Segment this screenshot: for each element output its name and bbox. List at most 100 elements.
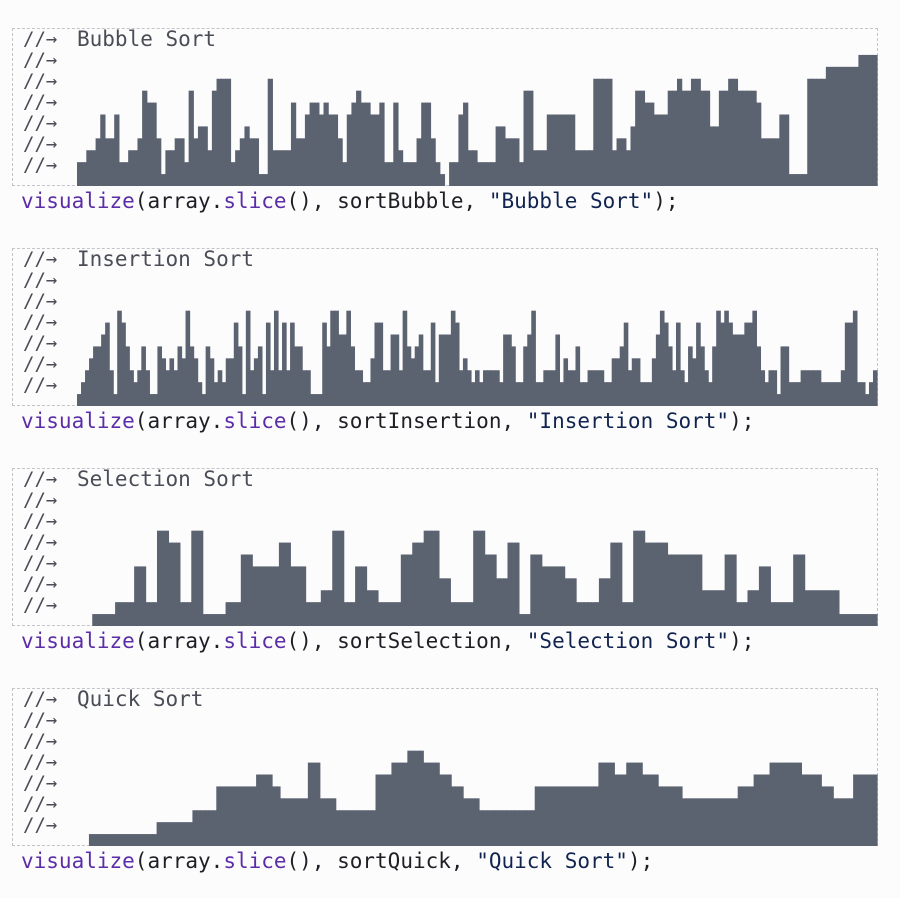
array-bar	[387, 774, 393, 846]
array-bar	[634, 762, 639, 846]
array-bar	[397, 150, 404, 186]
array-bar	[482, 810, 488, 846]
array-bar	[151, 102, 157, 186]
array-bar	[751, 590, 756, 626]
array-bar	[397, 602, 402, 626]
array-bar	[700, 90, 706, 186]
code-token: .	[210, 409, 224, 433]
array-bar	[193, 358, 199, 406]
gutter-marker: //→	[23, 49, 58, 71]
array-bar	[153, 394, 158, 406]
array-bar	[594, 786, 599, 846]
array-bar	[742, 90, 748, 186]
array-bar	[507, 334, 512, 406]
array-bar	[90, 150, 97, 186]
array-bar	[693, 798, 699, 846]
array-bar	[152, 834, 158, 846]
array-bar	[675, 322, 681, 406]
array-bar	[237, 346, 243, 406]
array-bar	[808, 590, 813, 626]
array-bar	[835, 66, 841, 186]
array-bar	[332, 114, 339, 186]
array-bar	[852, 310, 858, 406]
code-function-name: visualize	[21, 629, 135, 653]
array-bar	[355, 566, 360, 626]
array-bar	[112, 834, 118, 846]
array-bar	[837, 798, 842, 846]
array-bar	[383, 774, 389, 846]
array-bar	[765, 138, 771, 186]
array-bar	[290, 566, 295, 626]
array-bar	[105, 322, 110, 406]
array-bar	[328, 114, 334, 186]
array-bar	[692, 358, 697, 406]
array-bar	[836, 382, 842, 406]
array-bar	[760, 138, 766, 186]
array-bar	[587, 370, 593, 406]
array-bar	[545, 566, 550, 626]
array-bar	[770, 138, 776, 186]
array-bar	[523, 90, 529, 186]
array-bar	[598, 578, 604, 626]
code-token: .	[210, 189, 224, 213]
array-bar	[287, 798, 293, 846]
code-line[interactable]: visualize(array.slice(), sortSelection, …	[21, 629, 754, 653]
array-bar	[141, 346, 146, 406]
array-bar	[650, 774, 655, 846]
array-bar	[355, 810, 361, 846]
array-bar	[103, 614, 109, 626]
array-bar	[827, 590, 832, 626]
array-bar	[268, 774, 273, 846]
array-bar	[579, 382, 585, 406]
array-bar	[797, 762, 802, 846]
code-token: (array	[134, 849, 211, 873]
array-bar	[848, 322, 854, 406]
array-bar	[789, 762, 795, 846]
array-bar	[583, 150, 590, 186]
array-bar	[204, 810, 209, 846]
array-bar	[873, 614, 878, 626]
array-bar	[472, 150, 478, 186]
array-bar	[286, 370, 291, 406]
array-bar	[518, 614, 524, 626]
array-bar	[471, 798, 476, 846]
array-bar	[385, 602, 390, 626]
array-bar	[528, 90, 534, 186]
array-bar	[136, 834, 142, 846]
code-line[interactable]: visualize(array.slice(), sortBubble, "Bu…	[21, 189, 679, 213]
array-bar	[314, 394, 319, 406]
array-bar	[762, 566, 768, 626]
array-bar	[825, 66, 832, 186]
code-line[interactable]: visualize(array.slice(), sortInsertion, …	[21, 409, 754, 433]
array-bar	[765, 774, 771, 846]
array-bar	[774, 602, 779, 626]
array-bar	[793, 762, 798, 846]
array-bar	[461, 602, 467, 626]
code-token: ,	[501, 629, 527, 653]
array-bar	[142, 90, 148, 186]
code-line[interactable]: visualize(array.slice(), sortQuick, "Qui…	[21, 849, 653, 873]
array-bar	[286, 150, 292, 186]
array-bar	[371, 810, 377, 846]
gutter-marker: //→	[23, 573, 58, 595]
array-bar	[607, 382, 613, 406]
array-bar	[276, 786, 281, 846]
array-bar	[804, 370, 810, 406]
gutter-marker: //→	[23, 112, 58, 134]
array-bar	[551, 114, 557, 186]
array-bar	[649, 102, 655, 186]
array-bar	[442, 334, 448, 406]
array-bar	[395, 762, 400, 846]
array-bar	[411, 162, 418, 186]
array-bar	[272, 150, 278, 186]
array-bar	[546, 114, 553, 186]
array-bar	[359, 810, 365, 846]
array-bar	[132, 150, 139, 186]
array-bar	[157, 346, 163, 406]
array-bar	[766, 566, 771, 626]
array-bar	[386, 370, 392, 406]
array-bar	[865, 614, 870, 626]
array-bar	[360, 102, 366, 186]
array-bar	[430, 138, 436, 186]
array-bar	[330, 310, 335, 406]
